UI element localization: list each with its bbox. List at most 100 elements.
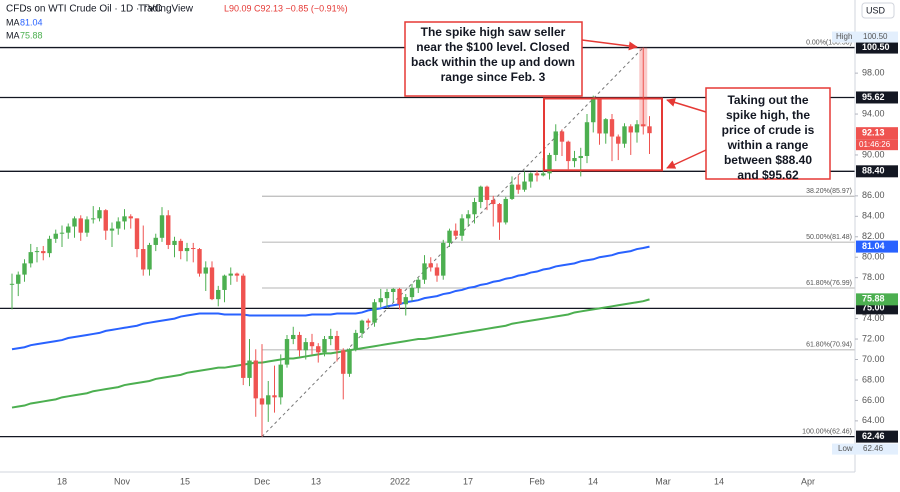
candle-body (447, 230, 452, 243)
candle-body (597, 98, 602, 134)
candle-body (159, 215, 165, 238)
candle-body (97, 210, 102, 219)
last-price-tag (856, 127, 898, 140)
y-tick-label: 70.00 (862, 354, 885, 364)
candle-body (241, 275, 246, 378)
candle-body (197, 249, 202, 274)
candle-body (547, 154, 552, 174)
candle-body (384, 292, 390, 299)
candle-body (66, 226, 71, 233)
candle-body (72, 218, 77, 227)
candle-body (541, 173, 546, 176)
annotation-box (404, 21, 583, 97)
candle-body (122, 216, 127, 222)
candle-body (559, 131, 565, 142)
candle-body (516, 184, 521, 190)
annotation-text: The spike high saw seller (421, 25, 566, 39)
ma-name: MA (6, 17, 20, 27)
candle-body (322, 339, 327, 353)
candle-body (503, 198, 508, 223)
candle-body (397, 288, 402, 305)
candle-body (53, 233, 58, 239)
low-label: Low (838, 444, 853, 453)
ma-name: MA (6, 30, 20, 40)
candle-body (466, 214, 471, 219)
candle-body (391, 288, 396, 292)
arrow (666, 98, 707, 113)
annotation-text: spike high, the (726, 108, 810, 122)
currency[interactable]: USD (866, 5, 886, 15)
candle-body (528, 173, 533, 182)
x-tick-label: 13 (311, 476, 321, 486)
level-tag-label: 88.40 (862, 166, 885, 176)
candle-body (259, 398, 265, 405)
candle-body (616, 136, 621, 144)
candle-body (453, 230, 458, 236)
candle-body (222, 275, 227, 290)
y-tick-label: 72.00 (862, 333, 885, 343)
candle-body (472, 202, 477, 215)
ma-tag-label: 75.88 (862, 294, 885, 304)
candle-body (509, 184, 515, 199)
candle-body (566, 141, 571, 162)
annotation-text: within a range (727, 138, 809, 152)
candle-body (459, 218, 465, 236)
x-tick-label: Feb (529, 476, 545, 486)
countdown: 01:46:26 (859, 140, 891, 149)
candle-body (434, 267, 440, 276)
candle-body (359, 320, 365, 333)
x-tick-label: Nov (114, 476, 131, 486)
candle-body (522, 181, 527, 190)
x-tick-label: 18 (57, 476, 67, 486)
low-tag (832, 443, 898, 455)
candle-body (34, 251, 40, 253)
level-tag-label: 75.00 (862, 303, 885, 313)
candle-body (291, 334, 296, 340)
candle-body (647, 126, 652, 134)
annotation-text: between $88.40 (724, 153, 812, 167)
x-tick-label: 17 (463, 476, 473, 486)
level-tag (856, 91, 898, 104)
x-tick-label: 14 (714, 476, 724, 486)
level-tag-label: 62.46 (862, 431, 885, 441)
annotation-text: back within the up and down (411, 55, 575, 69)
range-box (543, 97, 663, 172)
ma-tag (856, 240, 898, 253)
moving-average (11, 298, 650, 409)
candle-body (184, 248, 190, 252)
brand: TradingView (138, 4, 194, 15)
annotation-text: Taking out the (727, 93, 808, 107)
y-tick-label: 68.00 (862, 374, 885, 384)
candle-body (278, 364, 283, 398)
candle-body (272, 395, 277, 398)
candle-body (416, 279, 421, 288)
candle-body (216, 289, 221, 300)
fib-label: 0.00%(100.50) (806, 39, 852, 46)
candle-body (641, 124, 646, 127)
candle-body (572, 158, 577, 162)
ma-tag (856, 293, 898, 306)
candle-body (253, 360, 258, 399)
candle-body (347, 349, 352, 374)
high-label: High (836, 32, 852, 41)
x-tick-label: 15 (180, 476, 190, 486)
level-tag (856, 430, 898, 443)
currency-button[interactable] (861, 2, 895, 19)
fib-label: 61.80%(76.99) (806, 280, 852, 287)
level-tag (856, 165, 898, 178)
fib-label: 61.80%(70.94) (806, 342, 852, 349)
ma-value: 75.88 (20, 30, 43, 40)
candle-body (578, 155, 583, 159)
candle-body (622, 126, 627, 144)
annotation-text: and $95.62 (737, 168, 799, 182)
candle-body (478, 186, 483, 202)
candle-body (203, 267, 208, 274)
candle-body (209, 267, 215, 300)
candle-body (297, 334, 302, 351)
annotation-text: range since Feb. 3 (441, 70, 546, 84)
candle-body (172, 240, 177, 245)
candle-body (59, 232, 65, 234)
candle-body (484, 186, 490, 200)
